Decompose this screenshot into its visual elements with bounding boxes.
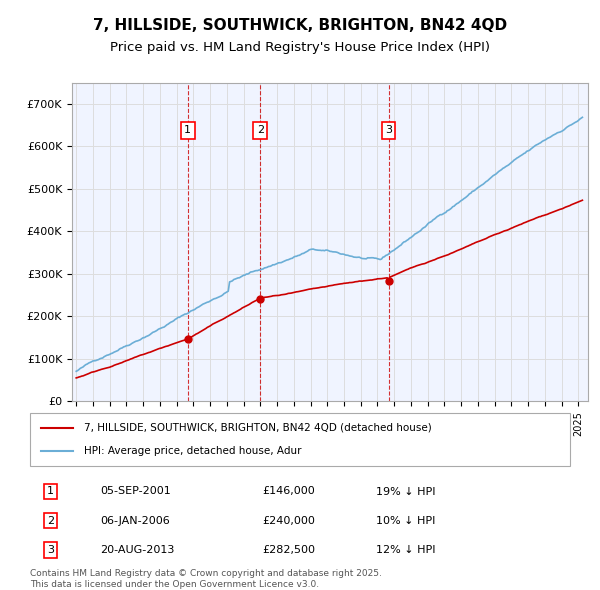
Text: 12% ↓ HPI: 12% ↓ HPI <box>376 545 435 555</box>
Text: £282,500: £282,500 <box>262 545 315 555</box>
Text: 20-AUG-2013: 20-AUG-2013 <box>100 545 175 555</box>
Text: 1: 1 <box>47 487 54 496</box>
Text: 1: 1 <box>184 126 191 135</box>
Text: £146,000: £146,000 <box>262 487 315 496</box>
Text: 10% ↓ HPI: 10% ↓ HPI <box>376 516 435 526</box>
Text: Contains HM Land Registry data © Crown copyright and database right 2025.
This d: Contains HM Land Registry data © Crown c… <box>30 569 382 589</box>
Text: £240,000: £240,000 <box>262 516 315 526</box>
Text: Price paid vs. HM Land Registry's House Price Index (HPI): Price paid vs. HM Land Registry's House … <box>110 41 490 54</box>
Text: 2: 2 <box>47 516 54 526</box>
Text: 05-SEP-2001: 05-SEP-2001 <box>100 487 171 496</box>
Text: 2: 2 <box>257 126 264 135</box>
Text: 3: 3 <box>47 545 54 555</box>
Text: HPI: Average price, detached house, Adur: HPI: Average price, detached house, Adur <box>84 446 302 456</box>
Text: 19% ↓ HPI: 19% ↓ HPI <box>376 487 435 496</box>
FancyBboxPatch shape <box>30 413 570 466</box>
Text: 06-JAN-2006: 06-JAN-2006 <box>100 516 170 526</box>
Text: 7, HILLSIDE, SOUTHWICK, BRIGHTON, BN42 4QD: 7, HILLSIDE, SOUTHWICK, BRIGHTON, BN42 4… <box>93 18 507 32</box>
Text: 7, HILLSIDE, SOUTHWICK, BRIGHTON, BN42 4QD (detached house): 7, HILLSIDE, SOUTHWICK, BRIGHTON, BN42 4… <box>84 423 432 433</box>
Text: 3: 3 <box>385 126 392 135</box>
